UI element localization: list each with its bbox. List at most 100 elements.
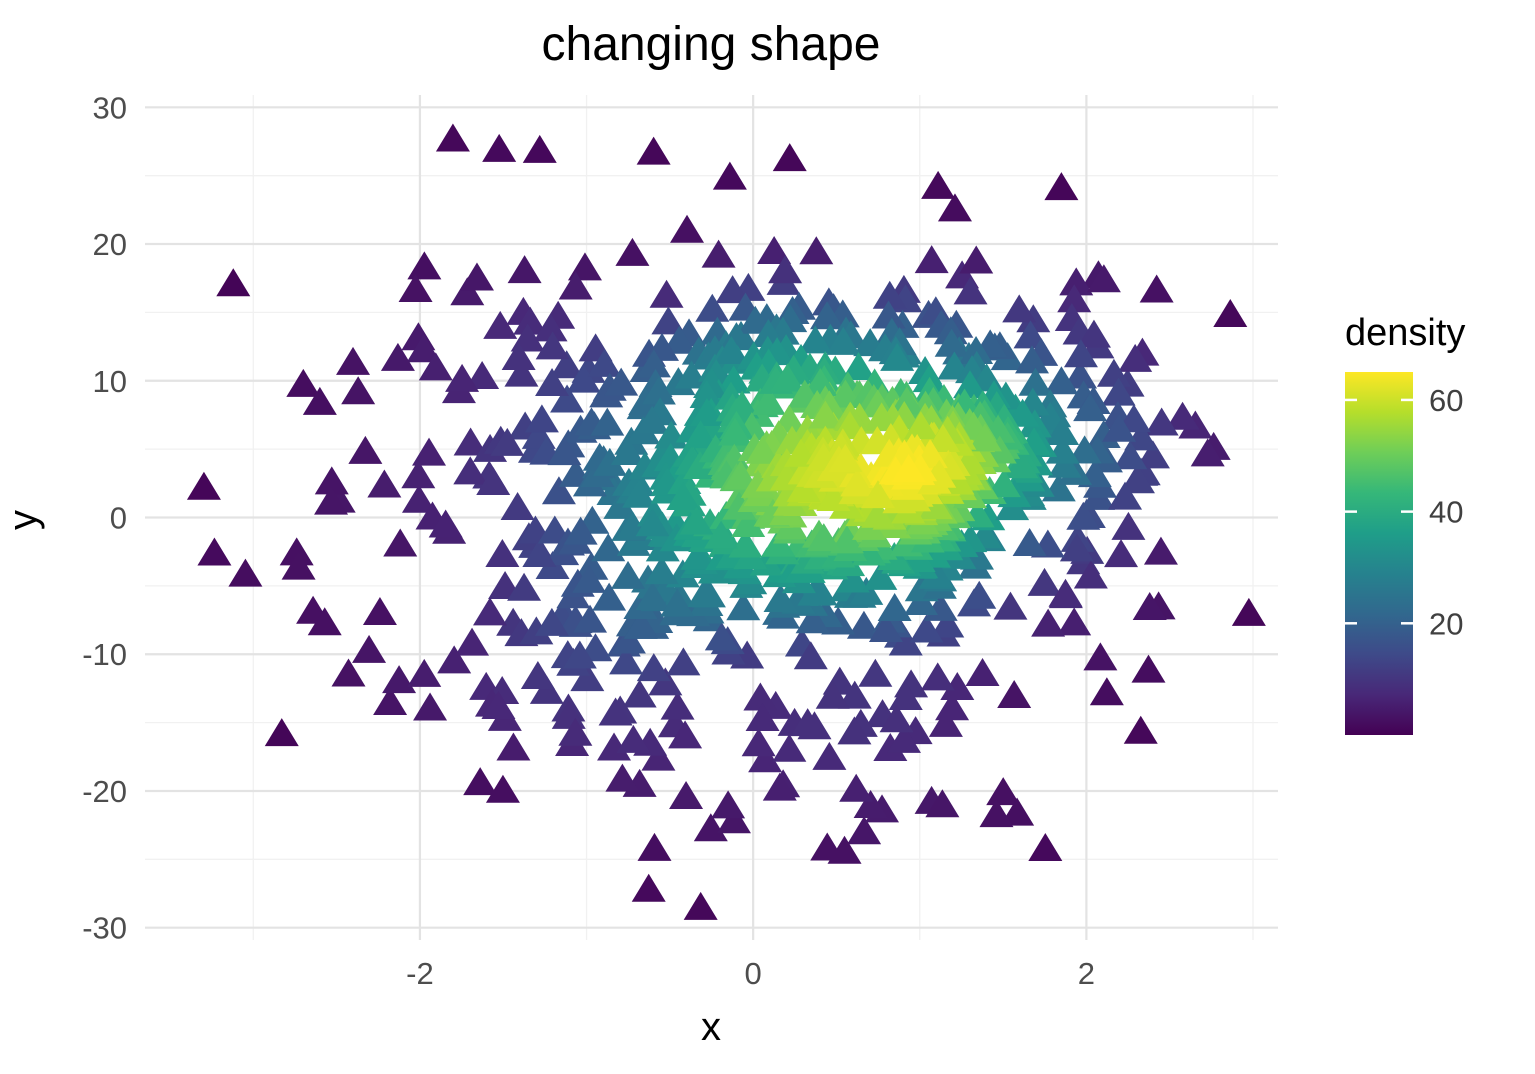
- data-point: [501, 341, 536, 370]
- data-point: [793, 641, 828, 670]
- data-point: [959, 335, 994, 364]
- x-tick-label: -2: [406, 956, 434, 991]
- data-point: [547, 437, 582, 466]
- data-point: [520, 661, 555, 690]
- data-point: [940, 672, 975, 701]
- data-point: [522, 134, 557, 163]
- data-point: [562, 640, 597, 669]
- data-point: [1124, 422, 1159, 451]
- data-point: [314, 486, 349, 515]
- data-point: [919, 559, 954, 588]
- data-point: [920, 662, 955, 691]
- data-point: [463, 767, 498, 796]
- data-point: [507, 572, 542, 601]
- data-point: [651, 306, 686, 335]
- data-point: [624, 610, 659, 639]
- data-point: [1057, 284, 1092, 313]
- data-point: [592, 447, 627, 476]
- legend-title: density: [1345, 312, 1465, 354]
- data-point: [496, 732, 531, 761]
- data-point: [622, 679, 657, 708]
- data-point: [748, 744, 783, 773]
- data-point: [1015, 345, 1050, 374]
- data-point: [877, 593, 912, 622]
- data-point: [1101, 377, 1136, 406]
- data-point: [1031, 608, 1066, 637]
- data-point: [1005, 398, 1040, 427]
- data-point: [1132, 592, 1167, 621]
- data-point: [216, 268, 251, 297]
- y-tick-label: 0: [110, 501, 127, 536]
- data-point: [662, 325, 697, 354]
- data-point: [1044, 366, 1079, 395]
- data-point: [768, 255, 803, 284]
- data-point: [670, 214, 705, 243]
- y-axis-tick-labels: -30 -20 -10 0 10 20 30: [82, 90, 127, 945]
- data-point: [314, 466, 349, 495]
- data-point: [563, 516, 598, 545]
- data-point: [453, 427, 488, 456]
- data-point: [587, 348, 622, 377]
- data-point: [967, 423, 1002, 452]
- colorbar-ticks: 20 40 60: [1345, 383, 1463, 641]
- data-point: [790, 414, 825, 443]
- data-point: [886, 724, 921, 753]
- data-point: [362, 597, 397, 626]
- data-point: [668, 720, 703, 749]
- data-point: [837, 680, 872, 709]
- data-point: [490, 427, 525, 456]
- data-point: [921, 170, 956, 199]
- x-axis-tick-labels: -2 0 2: [406, 956, 1095, 991]
- data-point: [889, 386, 924, 415]
- data-point: [635, 405, 670, 434]
- data-point: [914, 245, 949, 274]
- data-point: [772, 733, 807, 762]
- data-point: [1048, 578, 1083, 607]
- data-point: [485, 774, 520, 803]
- data-point: [863, 561, 898, 590]
- data-point: [572, 564, 607, 593]
- data-point: [861, 499, 896, 528]
- data-point: [666, 647, 701, 676]
- data-point: [1059, 533, 1094, 562]
- data-point: [1057, 607, 1092, 636]
- data-point: [541, 476, 576, 505]
- data-point: [558, 271, 593, 300]
- data-point: [660, 691, 695, 720]
- plot-title: changing shape: [542, 18, 881, 71]
- data-point: [812, 741, 847, 770]
- data-point: [413, 692, 448, 721]
- data-point: [341, 376, 376, 405]
- data-point: [837, 716, 872, 745]
- data-point: [1123, 715, 1158, 744]
- data-point: [683, 451, 718, 480]
- data-point: [669, 780, 704, 809]
- data-point: [790, 708, 825, 737]
- data-point: [683, 891, 718, 920]
- data-point: [810, 832, 845, 861]
- data-point: [1165, 401, 1200, 430]
- colorbar-tick-label: 40: [1429, 495, 1463, 530]
- data-point: [828, 379, 863, 408]
- data-point: [711, 790, 746, 819]
- data-point: [401, 484, 436, 513]
- data-point: [635, 582, 670, 611]
- data-point: [1144, 407, 1179, 436]
- data-point: [485, 538, 520, 567]
- data-point: [524, 404, 559, 433]
- data-point: [959, 245, 994, 274]
- data-point: [637, 832, 672, 861]
- data-point: [504, 358, 539, 387]
- data-point: [873, 732, 908, 761]
- data-point: [418, 352, 453, 381]
- data-point: [871, 300, 906, 329]
- data-point: [799, 236, 834, 265]
- data-point: [573, 604, 608, 633]
- data-point: [603, 490, 638, 519]
- data-point: [380, 342, 415, 371]
- data-point: [953, 276, 988, 305]
- colorbar: [1345, 372, 1413, 735]
- data-point: [570, 663, 605, 692]
